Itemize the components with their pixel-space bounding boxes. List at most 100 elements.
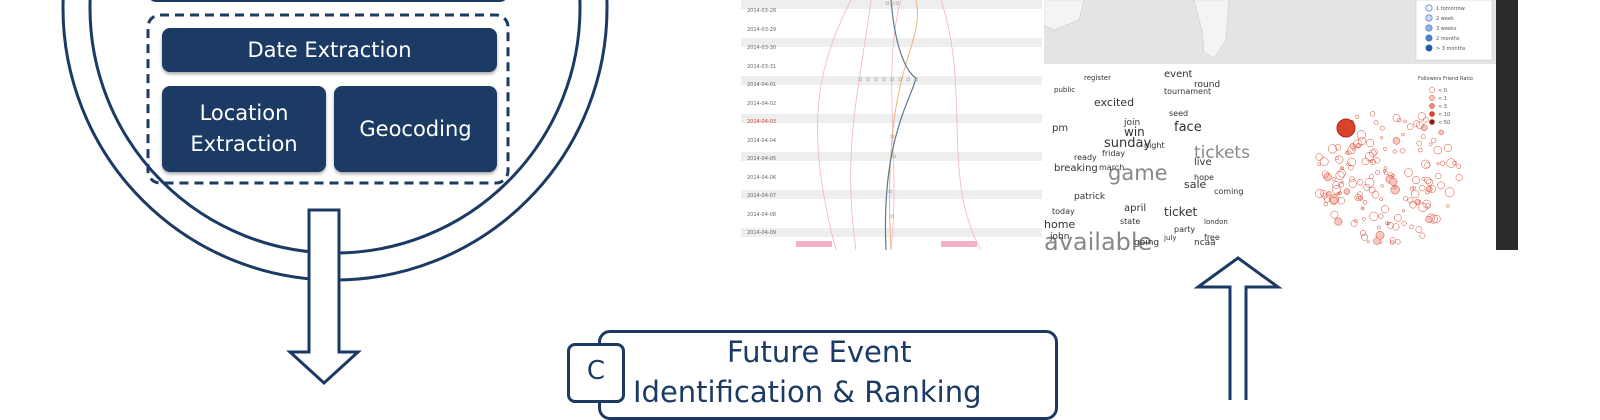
bubble (1414, 199, 1421, 206)
bubble (1418, 147, 1423, 153)
map-legend-label: 1 tomorrow (1436, 6, 1465, 12)
bubble (1421, 159, 1431, 169)
wordcloud-word: ready (1074, 153, 1097, 162)
timeline-date-label: 2014-04-02 (747, 100, 777, 107)
timeline-dot (890, 134, 894, 138)
bubble-legend-label: < 50 (1438, 120, 1450, 126)
bubble (1330, 210, 1339, 219)
bubble (1433, 145, 1442, 155)
wordcloud-word: breaking (1054, 163, 1098, 174)
bubble (1337, 169, 1346, 178)
bubble (1371, 190, 1380, 199)
bubble (1401, 220, 1407, 226)
bubble (1365, 138, 1375, 148)
geocoding-box: Geocoding (334, 86, 497, 172)
wordcloud-word: home (1044, 218, 1076, 231)
future-event-subtitle: Identification & Ranking (633, 375, 982, 409)
bubble (1321, 192, 1328, 199)
bubble (1392, 149, 1397, 154)
bubble (1327, 144, 1338, 154)
wordcloud-word: state (1120, 217, 1141, 226)
bubble (1334, 217, 1343, 226)
bubble (1338, 181, 1344, 188)
bubble (1331, 185, 1342, 195)
bubble (1419, 184, 1426, 192)
screenshot-scrollbar (1496, 0, 1518, 250)
bubble (1373, 237, 1381, 245)
geocoding-label: Geocoding (359, 117, 472, 141)
bubble (1345, 150, 1349, 155)
wordcloud-word: free (1204, 233, 1220, 242)
bubble (1360, 206, 1365, 211)
dashed-group (146, 13, 510, 185)
bubble (1392, 114, 1401, 122)
bubble (1401, 209, 1406, 213)
timeline-dot (858, 77, 862, 81)
wordcloud-word: party (1174, 225, 1196, 234)
bubble (1377, 225, 1381, 230)
bubble (1403, 196, 1408, 201)
bubble (1407, 197, 1414, 204)
bubble (1425, 215, 1433, 223)
timeline-dot (906, 77, 910, 81)
bubble (1424, 203, 1431, 209)
bubble (1422, 199, 1431, 208)
map-legend-swatch (1425, 44, 1433, 52)
bubble (1340, 166, 1344, 171)
bubble (1455, 174, 1463, 182)
bubble (1446, 204, 1450, 208)
pipeline-wireframe (61, 0, 1283, 400)
wordcloud-word: pm (1052, 123, 1069, 134)
bubble-legend-label: < 10 (1438, 112, 1450, 118)
bubble (1368, 186, 1376, 194)
bubble (1335, 155, 1344, 164)
bubble (1380, 184, 1384, 188)
bubble (1361, 157, 1370, 166)
wordcloud-word: friday (1102, 149, 1126, 158)
bubble (1382, 146, 1387, 151)
up-arrow (1193, 256, 1283, 400)
map-view: 1 tomorrow 2 week 3 weeks 2 months > 3 month… (1044, 0, 1493, 61)
bubble (1409, 201, 1417, 209)
bubble (1364, 152, 1375, 162)
bubble (1355, 114, 1360, 119)
bubble (1369, 111, 1376, 117)
timeline-date-label: 2014-04-09 (747, 230, 777, 236)
timeline-date-label: 2014-03-29 (747, 26, 777, 33)
wordcloud-word: april (1124, 203, 1147, 214)
bubble (1397, 117, 1402, 123)
bubble (1383, 166, 1388, 170)
timeline-dot (892, 154, 896, 158)
timeline-date-label: 2014-04-01 (747, 82, 777, 88)
wordcloud-word: today (1052, 207, 1075, 216)
timeline-dot (882, 77, 886, 81)
bubble (1425, 186, 1432, 192)
bubble (1373, 120, 1379, 125)
wordcloud-word: win (1124, 125, 1145, 139)
bubble (1363, 183, 1371, 191)
map-legend-label: 3 weeks (1436, 26, 1457, 32)
timeline-plot (741, 0, 1042, 250)
timeline-date-label: 2014-04-04 (747, 137, 777, 144)
wordcloud-word: available (1044, 228, 1153, 250)
bubble (1412, 176, 1420, 184)
bubble (1438, 129, 1444, 136)
bubble (1385, 221, 1389, 225)
wordcloud-word: july (1164, 234, 1177, 242)
timeline-dot (890, 1, 894, 5)
bubble (1354, 219, 1358, 223)
bubble (1389, 177, 1398, 186)
bubble (1404, 168, 1413, 177)
bubble (1362, 217, 1366, 221)
bubble (1437, 181, 1445, 190)
bubble (1416, 121, 1424, 129)
timeline-date-label: 2014-04-08 (747, 211, 777, 218)
bubble (1443, 143, 1452, 152)
timeline-dot (914, 77, 918, 81)
timeline-date-label: 2014-04-07 (747, 193, 777, 199)
timeline-date-label: 2014-04-03 (747, 119, 777, 125)
bubble (1332, 177, 1337, 181)
bubble (1411, 189, 1420, 199)
timeline-dot (890, 77, 894, 81)
timeline-panel: 2014-03-28 2014-03-29 2014-03-30 2014-03-31… (741, 0, 1042, 250)
